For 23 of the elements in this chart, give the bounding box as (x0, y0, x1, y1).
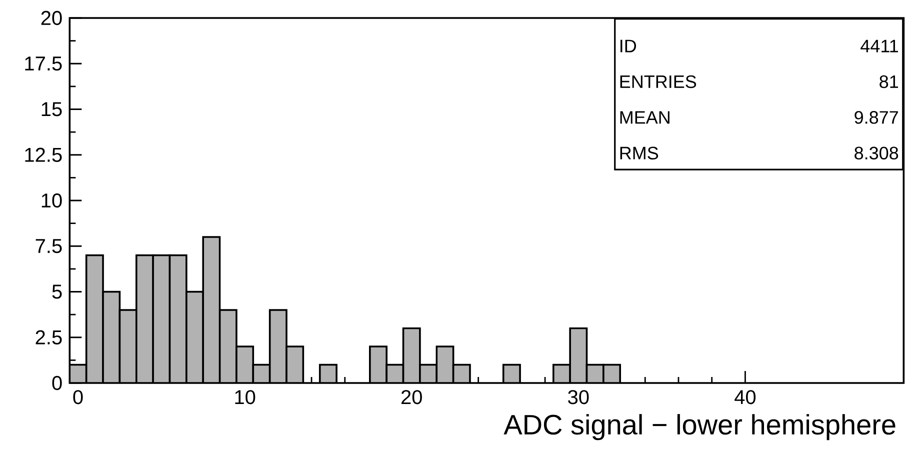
annotation: MEAN (620, 111, 670, 124)
y-tick-label: 5 (52, 284, 62, 299)
y-tick-label: 2.5 (36, 330, 62, 344)
y-tick-label: 17.5 (25, 56, 62, 71)
annotation: 81 (880, 75, 898, 88)
x-tick-label: 10 (235, 390, 256, 404)
annotation: ID (620, 40, 636, 52)
y-tick-label: 0 (52, 376, 62, 390)
x-tick-label: 20 (401, 390, 422, 404)
y-tick-label: 7.5 (36, 239, 62, 254)
y-tick-label: 10 (42, 193, 62, 208)
annotation: ENTRIES (620, 75, 696, 88)
x-tick-label: 40 (734, 390, 756, 404)
annotation: 8.308 (854, 146, 898, 160)
x-tick-label: 30 (568, 390, 589, 404)
x-tick-label: 0 (73, 390, 83, 404)
annotation: 4411 (860, 40, 898, 52)
x-axis-title: ADC signal − lower hemisphere (504, 414, 896, 440)
annotation: RMS (620, 146, 658, 160)
y-tick-label: 15 (42, 102, 62, 116)
annotation: 9.877 (854, 111, 898, 124)
y-tick-label: 20 (41, 10, 62, 26)
y-tick-label: 12.5 (25, 148, 62, 162)
